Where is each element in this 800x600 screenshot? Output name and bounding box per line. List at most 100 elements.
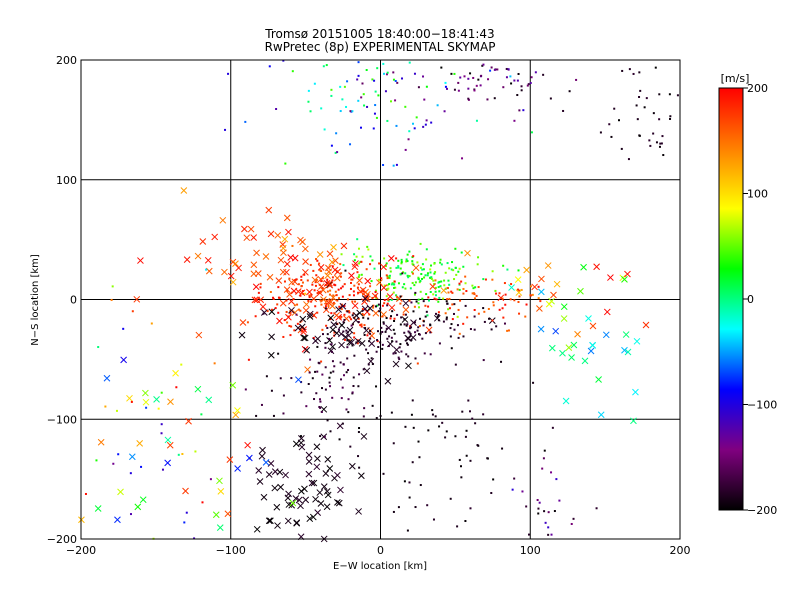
dot-marker <box>160 423 163 426</box>
dot-marker <box>351 300 354 303</box>
dot-marker <box>472 287 475 290</box>
cross-marker <box>565 344 573 351</box>
dot-marker <box>477 256 480 259</box>
dot-marker <box>400 262 403 265</box>
dot-marker <box>385 327 388 330</box>
dot-marker <box>445 318 448 321</box>
dot-marker <box>397 259 400 262</box>
cross-marker <box>271 468 279 475</box>
dot-marker <box>303 273 306 276</box>
dot-marker <box>375 385 378 388</box>
cross-marker <box>410 319 417 326</box>
plot-area: −200 −100 0 100 200 −200 −100 0 100 200 <box>47 54 691 557</box>
cross-marker <box>621 346 628 354</box>
dot-marker <box>356 78 359 81</box>
dot-marker <box>507 68 510 71</box>
dot-marker <box>405 324 408 327</box>
dot-marker <box>115 409 118 412</box>
dot-marker <box>525 505 528 508</box>
cross-marker <box>268 333 275 341</box>
cross-marker <box>356 309 364 317</box>
dot-marker <box>320 410 323 413</box>
dot-marker <box>371 78 374 81</box>
cross-marker <box>277 256 285 264</box>
dot-marker <box>417 276 420 279</box>
dot-marker <box>536 499 539 502</box>
dot-marker <box>391 282 394 285</box>
dot-marker <box>326 419 329 422</box>
dot-marker <box>399 295 402 298</box>
dot-marker <box>375 296 378 299</box>
dot-marker <box>429 268 432 271</box>
cross-marker <box>622 331 630 338</box>
dot-marker <box>543 510 546 513</box>
dot-marker <box>449 497 452 500</box>
dot-marker <box>363 333 366 336</box>
dot-marker <box>324 388 327 391</box>
cross-marker <box>139 496 147 504</box>
cross-marker <box>316 251 324 258</box>
cross-marker <box>585 315 592 322</box>
dot-marker <box>398 358 401 361</box>
dot-marker <box>389 267 392 270</box>
cross-marker <box>326 281 334 289</box>
dot-marker <box>180 363 183 366</box>
dot-marker <box>300 279 303 282</box>
dot-marker <box>461 410 464 413</box>
dot-marker <box>434 312 437 315</box>
dot-marker <box>492 478 495 481</box>
cross-marker <box>393 346 400 354</box>
dot-marker <box>407 276 410 279</box>
dot-marker <box>464 282 467 285</box>
cross-marker <box>624 348 632 356</box>
dot-marker <box>436 104 439 107</box>
cross-marker <box>314 455 321 462</box>
dot-marker <box>335 294 338 297</box>
dot-marker <box>414 506 417 509</box>
cross-marker <box>367 357 375 365</box>
dot-marker <box>400 261 403 264</box>
dot-marker <box>457 336 460 339</box>
dot-marker <box>383 302 386 305</box>
dot-marker <box>436 315 439 318</box>
dot-marker <box>504 293 507 296</box>
dot-marker <box>434 294 437 297</box>
cross-marker <box>259 446 266 454</box>
cross-marker <box>355 508 362 515</box>
dot-marker <box>439 258 442 261</box>
dot-marker <box>315 392 318 395</box>
dot-marker <box>378 262 381 265</box>
cross-marker <box>360 433 368 440</box>
dot-marker <box>446 298 449 301</box>
dot-marker <box>418 333 421 336</box>
dot-marker <box>289 334 292 337</box>
dot-marker <box>205 268 208 271</box>
dot-marker <box>530 76 533 79</box>
dot-marker <box>661 135 664 138</box>
cross-marker <box>311 276 319 284</box>
cross-marker <box>298 443 306 451</box>
dot-marker <box>331 265 334 268</box>
dot-marker <box>386 277 389 280</box>
dot-marker <box>638 71 641 74</box>
dot-marker <box>652 132 655 135</box>
cross-marker <box>285 228 292 236</box>
dot-marker <box>547 526 550 529</box>
dot-marker <box>454 266 457 269</box>
dot-marker <box>343 318 346 321</box>
dot-marker <box>432 279 435 282</box>
dot-marker <box>339 263 342 266</box>
dot-marker <box>375 305 378 308</box>
dot-marker <box>315 274 318 277</box>
dot-marker <box>358 373 361 376</box>
dot-marker <box>104 405 107 408</box>
dot-marker <box>412 122 415 125</box>
dot-marker <box>353 284 356 287</box>
cross-marker <box>337 486 344 494</box>
dot-marker <box>534 71 537 74</box>
dot-marker <box>340 272 343 275</box>
dot-marker <box>438 280 441 283</box>
dot-marker <box>247 358 250 361</box>
cross-marker <box>326 337 333 344</box>
cross-marker <box>607 274 614 281</box>
